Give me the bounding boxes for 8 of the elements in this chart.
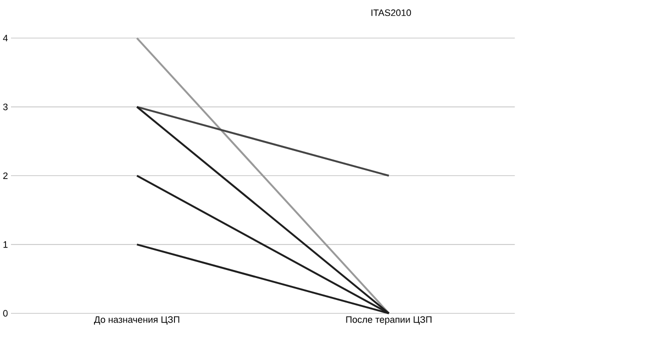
y-tick-label: 3 [3, 104, 8, 110]
x-tick-label: После терапии ЦЗП [346, 316, 432, 325]
y-tick-label: 4 [3, 34, 8, 42]
chart-title: ITAS2010 [371, 9, 411, 16]
y-tick-label: 1 [4, 241, 8, 248]
x-tick-label: До назначения ЦЗП [94, 316, 180, 325]
y-tick-label: 0 [3, 310, 8, 316]
y-tick-label: 2 [3, 172, 8, 179]
